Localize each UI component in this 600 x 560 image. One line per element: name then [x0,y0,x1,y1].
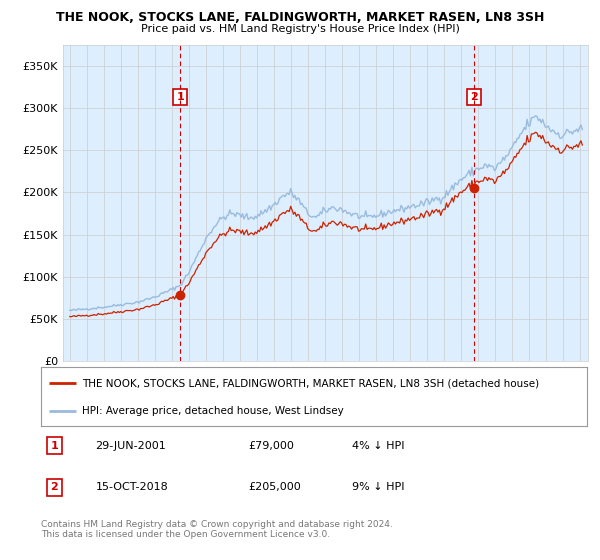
Text: THE NOOK, STOCKS LANE, FALDINGWORTH, MARKET RASEN, LN8 3SH (detached house): THE NOOK, STOCKS LANE, FALDINGWORTH, MAR… [82,378,539,388]
Text: 29-JUN-2001: 29-JUN-2001 [95,441,166,451]
Text: 4% ↓ HPI: 4% ↓ HPI [352,441,404,451]
Text: 15-OCT-2018: 15-OCT-2018 [95,482,168,492]
Text: HPI: Average price, detached house, West Lindsey: HPI: Average price, detached house, West… [82,406,343,416]
Text: 2: 2 [470,92,478,102]
Text: £205,000: £205,000 [248,482,301,492]
Text: 1: 1 [176,92,184,102]
Text: Contains HM Land Registry data © Crown copyright and database right 2024.
This d: Contains HM Land Registry data © Crown c… [41,520,392,539]
Text: THE NOOK, STOCKS LANE, FALDINGWORTH, MARKET RASEN, LN8 3SH: THE NOOK, STOCKS LANE, FALDINGWORTH, MAR… [56,11,544,24]
Text: 9% ↓ HPI: 9% ↓ HPI [352,482,404,492]
Text: Price paid vs. HM Land Registry's House Price Index (HPI): Price paid vs. HM Land Registry's House … [140,24,460,34]
Text: £79,000: £79,000 [248,441,294,451]
Text: 1: 1 [50,441,58,451]
Text: 2: 2 [50,482,58,492]
